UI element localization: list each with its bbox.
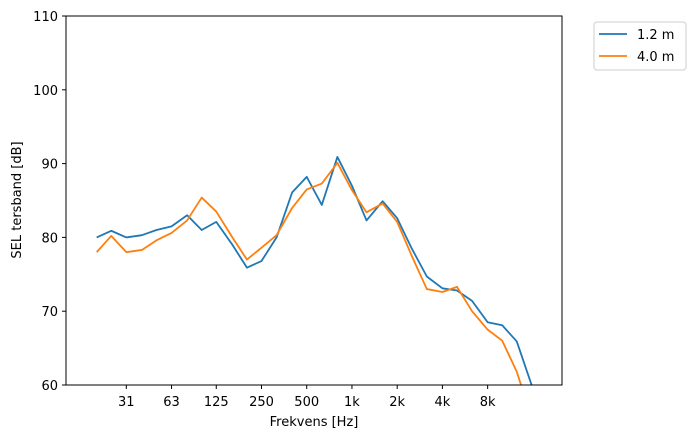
series-layer <box>95 156 533 385</box>
x-tick-label: 500 <box>294 395 319 410</box>
series-line-4-0-m <box>95 161 522 385</box>
y-tick-label: 90 <box>41 158 58 173</box>
y-tick-label: 80 <box>41 231 58 246</box>
x-axis-label: Frekvens [Hz] <box>270 415 359 430</box>
legend: 1.2 m 4.0 m <box>593 21 687 71</box>
y-tick-label: 100 <box>33 84 58 99</box>
x-tick-label: 63 <box>163 395 180 410</box>
x-tick-label: 250 <box>249 395 274 410</box>
x-tick-label: 31 <box>118 395 135 410</box>
x-tick-label: 125 <box>204 395 229 410</box>
x-tick-label: 8k <box>480 395 496 410</box>
y-tick-label: 70 <box>41 305 58 320</box>
legend-label-4-0-m: 4.0 m <box>637 50 674 65</box>
y-axis-label: SEL tersband [dB] <box>10 141 25 258</box>
x-tick-label: 4k <box>435 395 451 410</box>
y-axis-ticks: 60 70 80 90 100 110 <box>33 10 66 394</box>
series-line-1-2-m <box>96 156 533 385</box>
legend-label-1-2-m: 1.2 m <box>637 28 674 43</box>
y-tick-label: 110 <box>33 10 58 25</box>
x-tick-label: 1k <box>344 395 360 410</box>
x-tick-label: 2k <box>389 395 405 410</box>
x-axis-ticks: 31 63 125 250 500 1k 2k 4k 8k <box>118 385 496 410</box>
plot-frame <box>65 15 563 386</box>
y-tick-label: 60 <box>41 379 58 394</box>
